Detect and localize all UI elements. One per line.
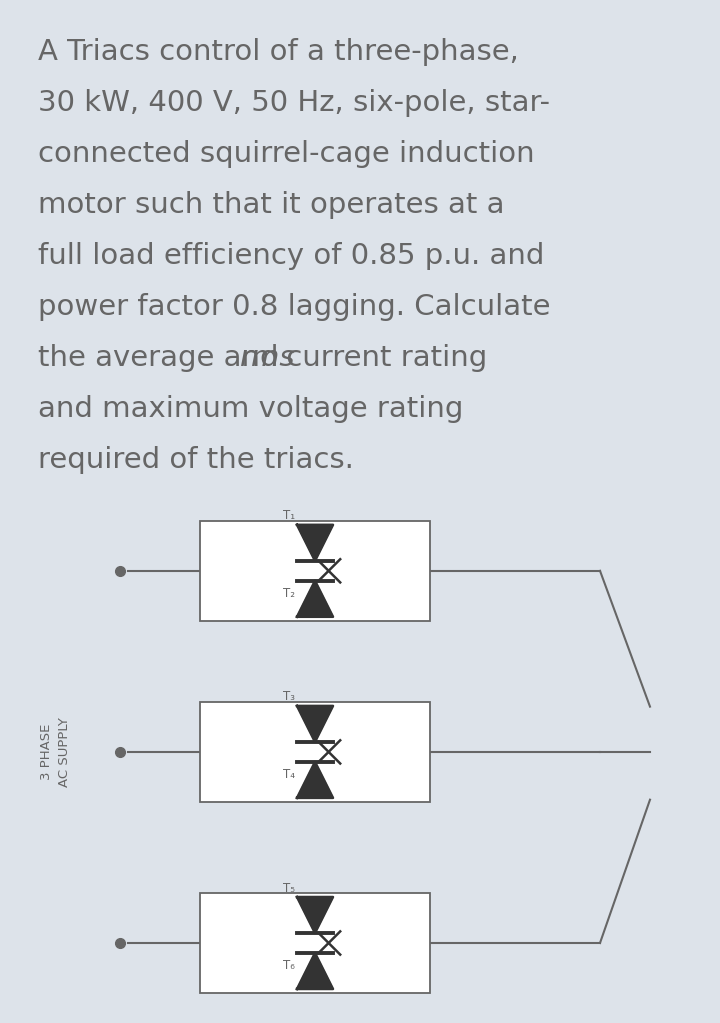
Text: motor such that it operates at a: motor such that it operates at a (38, 191, 505, 219)
Text: full load efficiency of 0.85 p.u. and: full load efficiency of 0.85 p.u. and (38, 242, 544, 270)
Polygon shape (297, 953, 333, 989)
Text: T₆: T₆ (283, 960, 294, 972)
Text: A Triacs control of a three-phase,: A Triacs control of a three-phase, (38, 38, 519, 66)
Bar (200, 702, 430, 802)
Text: connected squirrel-cage induction: connected squirrel-cage induction (38, 140, 535, 168)
Text: 3 PHASE
AC SUPPLY: 3 PHASE AC SUPPLY (40, 717, 71, 787)
Text: and maximum voltage rating: and maximum voltage rating (38, 395, 464, 422)
Polygon shape (297, 581, 333, 617)
Text: required of the triacs.: required of the triacs. (38, 446, 354, 474)
Text: T₄: T₄ (283, 768, 294, 781)
Text: T₃: T₃ (283, 691, 294, 704)
Polygon shape (297, 706, 333, 742)
Polygon shape (297, 525, 333, 561)
Polygon shape (297, 762, 333, 798)
Text: T₁: T₁ (283, 509, 294, 523)
Polygon shape (297, 897, 333, 933)
Text: 30 kW, 400 V, 50 Hz, six-pole, star-: 30 kW, 400 V, 50 Hz, six-pole, star- (38, 89, 550, 117)
Bar (200, 521, 430, 621)
Bar (200, 893, 430, 993)
Text: T₂: T₂ (283, 587, 294, 599)
Text: current rating: current rating (277, 344, 487, 372)
Text: T₅: T₅ (283, 882, 294, 894)
Text: rms: rms (240, 344, 295, 372)
Text: the average and: the average and (38, 344, 288, 372)
Text: power factor 0.8 lagging. Calculate: power factor 0.8 lagging. Calculate (38, 293, 551, 321)
